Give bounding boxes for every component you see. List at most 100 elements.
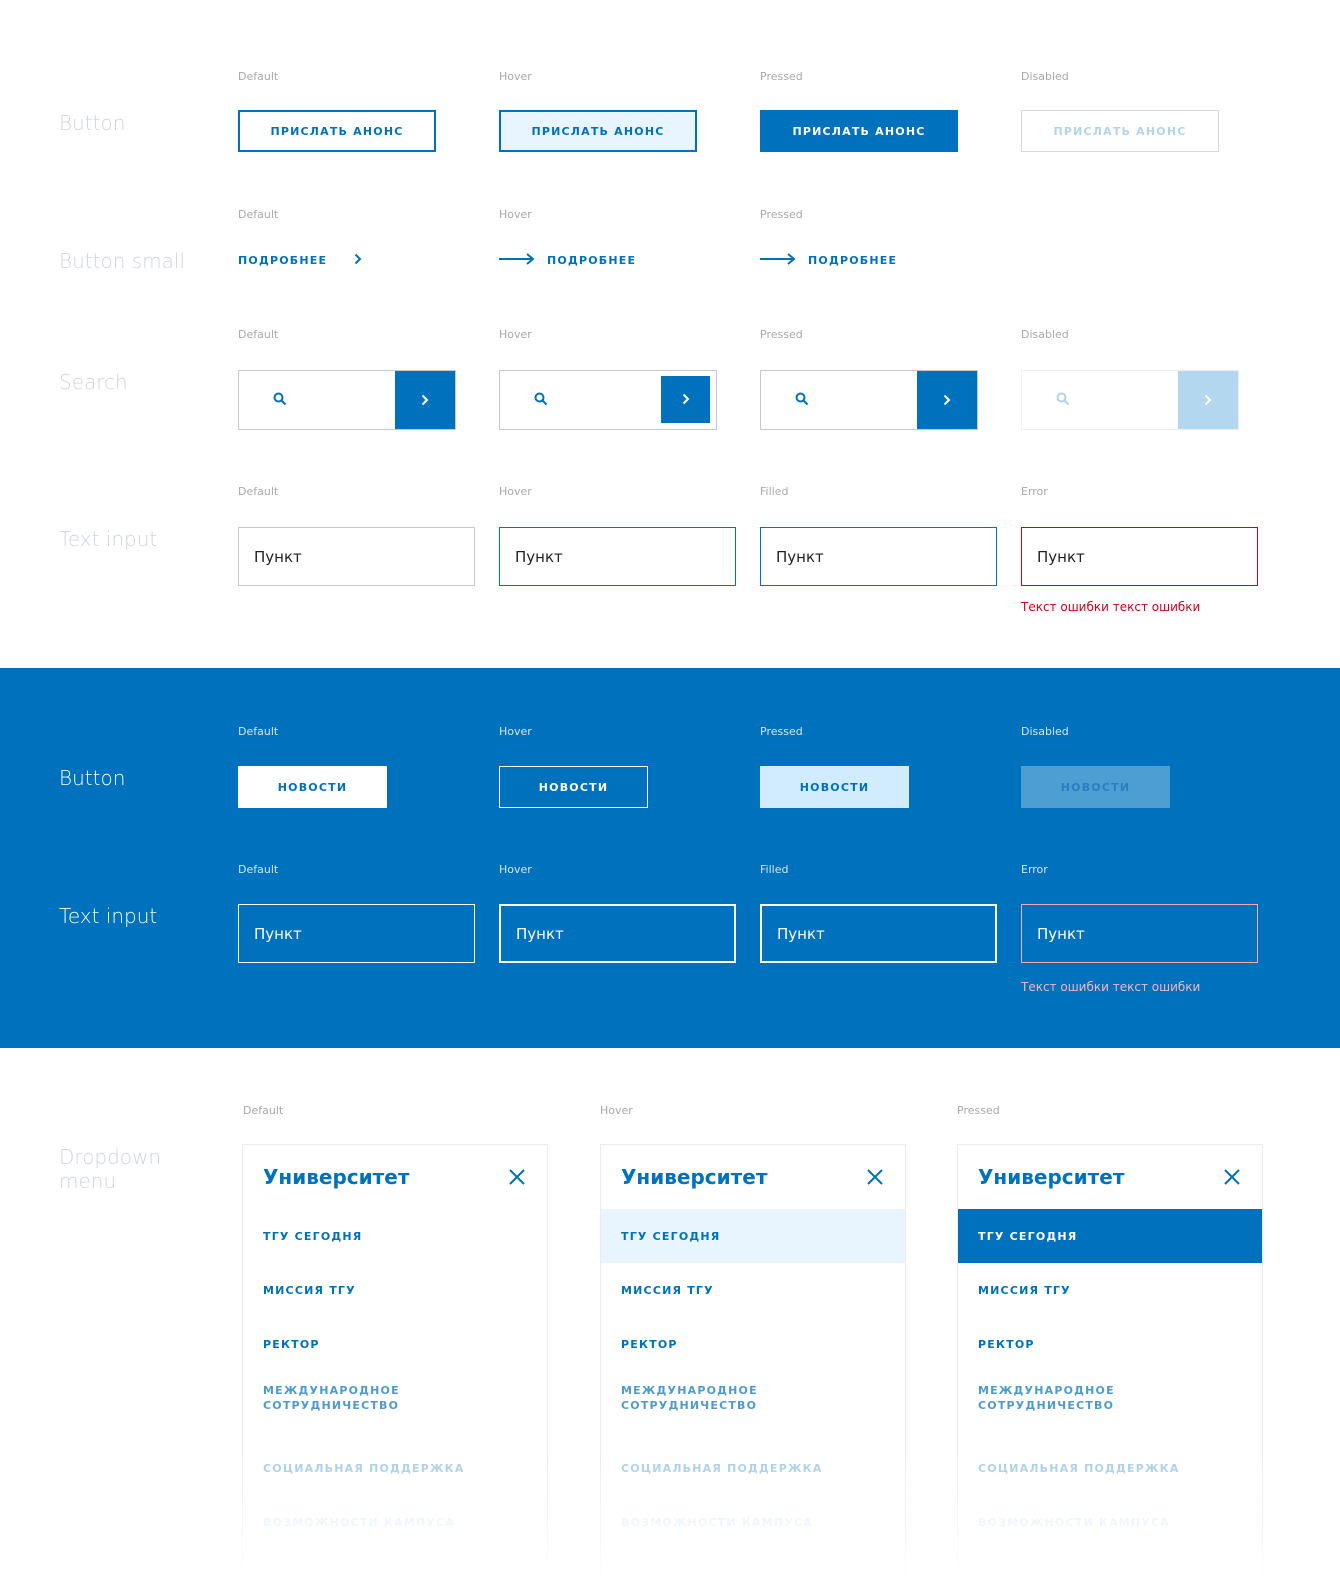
search-field[interactable] [238,370,456,430]
send-announcement-button[interactable]: ПРИСЛАТЬ АНОНС [238,110,436,152]
state-label: Hover [499,725,532,738]
text-input[interactable]: Пункт [238,904,475,963]
state-label: Pressed [760,725,803,738]
dropdown-heading: Университет [263,1165,410,1189]
state-label: Default [238,70,279,83]
state-label: Pressed [760,328,803,341]
dropdown-item[interactable]: ТГУ СЕГОДНЯ [601,1209,905,1263]
state-label: Filled [760,485,789,498]
dropdown-menu: Университет ТГУ СЕГОДНЯ МИССИЯ ТГУ РЕКТОР МЕ… [242,1144,548,1587]
chevron-right-icon [1204,391,1212,410]
search-field[interactable] [499,370,717,430]
dropdown-item[interactable]: МИССИЯ ТГУ [263,1283,356,1297]
search-submit-button[interactable] [395,371,455,429]
dropdown-item[interactable]: РЕКТОР [978,1337,1035,1351]
search-submit-button[interactable] [661,376,710,423]
state-label: Hover [499,208,532,221]
state-label: Pressed [760,70,803,83]
blue-section [0,668,1340,1048]
section-title-text-input: Text input [59,527,158,551]
state-label: Hover [499,863,532,876]
section-title-search: Search [59,370,128,394]
dropdown-item[interactable]: МЕЖДУНАРОДНОЕ СОТРУДНИЧЕСТВО [621,1384,758,1412]
arrow-right-icon [760,253,796,268]
dropdown-menu: Университет ТГУ СЕГОДНЯ МИССИЯ ТГУ РЕКТОР МЕ… [957,1144,1263,1587]
section-title-dropdown: Dropdown menu [59,1145,161,1193]
search-field[interactable] [1021,370,1239,430]
news-button[interactable]: НОВОСТИ [499,766,648,808]
state-label: Hover [499,328,532,341]
dropdown-heading: Университет [621,1165,768,1189]
close-icon[interactable] [1224,1169,1240,1189]
dropdown-item[interactable]: ВОЗМОЖНОСТИ КАМПУСА [621,1515,814,1529]
more-button-label: ПОДРОБНЕЕ [238,254,328,267]
state-label: Pressed [760,208,803,221]
close-icon[interactable] [509,1169,525,1189]
dropdown-item[interactable]: РЕКТОР [263,1337,320,1351]
text-input[interactable]: Пункт [499,904,736,963]
section-title-button: Button [59,111,126,135]
send-announcement-button[interactable]: ПРИСЛАТЬ АНОНС [760,110,958,152]
section-title-button-small: Button small [59,249,185,273]
state-label: Filled [760,863,789,876]
dropdown-item[interactable]: ВОЗМОЖНОСТИ КАМПУСА [978,1515,1171,1529]
dropdown-item[interactable]: СОЦИАЛЬНАЯ ПОДДЕРЖКА [263,1461,465,1475]
dropdown-item[interactable]: МЕЖДУНАРОДНОЕ СОТРУДНИЧЕСТВО [263,1384,400,1412]
title-line: Dropdown [59,1145,162,1169]
state-label: Error [1021,863,1048,876]
text-input[interactable]: Пункт [1021,904,1258,963]
state-label: Disabled [1021,70,1069,83]
chevron-right-icon [354,253,362,268]
state-label: Default [238,725,279,738]
news-button[interactable]: НОВОСТИ [760,766,909,808]
state-label: Error [1021,485,1048,498]
error-message: Текст ошибки текст ошибки [1021,600,1201,614]
section-title-text-input-dark: Text input [59,904,158,928]
chevron-right-icon [421,391,429,410]
chevron-right-icon [682,390,690,409]
state-label: Default [238,328,279,341]
dropdown-item[interactable]: ТГУ СЕГОДНЯ [263,1229,363,1243]
dropdown-item[interactable]: СОЦИАЛЬНАЯ ПОДДЕРЖКА [621,1461,823,1475]
text-input[interactable]: Пункт [1021,527,1258,586]
search-icon [795,391,809,410]
dropdown-item[interactable]: МИССИЯ ТГУ [621,1283,714,1297]
state-label: Pressed [957,1104,1000,1117]
news-button[interactable]: НОВОСТИ [1021,766,1170,808]
dropdown-item[interactable]: МИССИЯ ТГУ [978,1283,1071,1297]
text-input[interactable]: Пункт [760,904,997,963]
state-label: Hover [600,1104,633,1117]
dropdown-item[interactable]: СОЦИАЛЬНАЯ ПОДДЕРЖКА [978,1461,1180,1475]
state-label: Default [238,863,279,876]
dropdown-item[interactable]: МЕЖДУНАРОДНОЕ СОТРУДНИЧЕСТВО [978,1384,1115,1412]
search-icon [534,391,548,410]
text-input[interactable]: Пункт [238,527,475,586]
section-title-button-dark: Button [59,766,126,790]
arrow-right-icon [499,253,535,268]
send-announcement-button[interactable]: ПРИСЛАТЬ АНОНС [1021,110,1219,152]
more-button[interactable]: ПОДРОБНЕЕ [238,253,362,268]
dropdown-item[interactable]: ВОЗМОЖНОСТИ КАМПУСА [263,1515,456,1529]
state-label: Default [243,1104,284,1117]
search-submit-button[interactable] [1178,371,1238,429]
dropdown-item[interactable]: РЕКТОР [621,1337,678,1351]
state-label: Disabled [1021,328,1069,341]
more-button[interactable]: ПОДРОБНЕЕ [499,253,636,268]
more-button-label: ПОДРОБНЕЕ [547,254,637,267]
search-icon [1056,391,1070,410]
search-icon [273,391,287,410]
chevron-right-icon [943,391,951,410]
text-input[interactable]: Пункт [760,527,997,586]
state-label: Default [238,485,279,498]
search-field[interactable] [760,370,978,430]
send-announcement-button[interactable]: ПРИСЛАТЬ АНОНС [499,110,697,152]
news-button[interactable]: НОВОСТИ [238,766,387,808]
error-message: Текст ошибки текст ошибки [1021,980,1201,994]
state-label: Hover [499,70,532,83]
close-icon[interactable] [867,1169,883,1189]
search-submit-button[interactable] [917,371,977,429]
text-input[interactable]: Пункт [499,527,736,586]
title-line: menu [59,1169,117,1193]
more-button[interactable]: ПОДРОБНЕЕ [760,253,897,268]
dropdown-item[interactable]: ТГУ СЕГОДНЯ [958,1209,1262,1263]
